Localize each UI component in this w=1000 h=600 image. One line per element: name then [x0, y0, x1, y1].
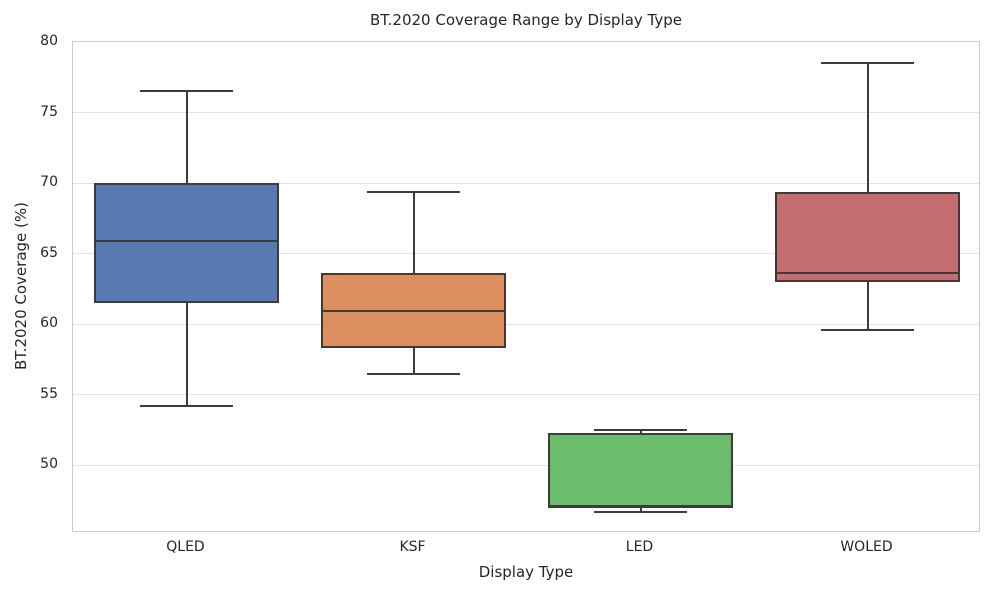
gridline-70 [73, 182, 979, 184]
cap-upper-WOLED [821, 62, 914, 65]
cap-upper-QLED [140, 90, 233, 93]
whisker-lower-LED [639, 507, 642, 512]
y-tick-label-65: 65 [40, 244, 58, 261]
x-tick-label-KSF: KSF [399, 539, 426, 555]
box-WOLED [775, 191, 960, 282]
cap-lower-LED [594, 510, 687, 513]
cap-lower-KSF [367, 372, 460, 375]
gridline-50 [73, 464, 979, 466]
y-axis-label: BT.2020 Coverage (%) [12, 202, 30, 370]
y-tick-label-60: 60 [40, 315, 58, 332]
cap-lower-QLED [140, 405, 233, 408]
y-tick-label-80: 80 [40, 33, 58, 49]
median-QLED [94, 239, 279, 242]
whisker-lower-WOLED [866, 281, 869, 330]
gridline-65 [73, 253, 979, 255]
whisker-lower-KSF [412, 348, 415, 374]
plot-area [72, 41, 980, 532]
cap-upper-LED [594, 429, 687, 431]
median-WOLED [775, 272, 960, 275]
cap-lower-WOLED [821, 328, 914, 331]
chart-title: BT.2020 Coverage Range by Display Type [369, 11, 682, 29]
x-axis-label: Display Type [478, 563, 574, 581]
y-tick-label-50: 50 [40, 456, 58, 473]
whisker-upper-WOLED [866, 63, 869, 192]
y-tick-label-70: 70 [40, 174, 58, 191]
whisker-upper-LED [639, 430, 642, 433]
whisker-upper-KSF [412, 191, 415, 274]
x-tick-label-LED: LED [625, 539, 654, 555]
whisker-lower-QLED [185, 303, 188, 406]
gridline-75 [73, 112, 979, 114]
median-KSF [321, 310, 506, 313]
y-tick-label-55: 55 [40, 385, 58, 402]
whisker-upper-QLED [185, 91, 188, 184]
gridline-60 [73, 323, 979, 325]
x-tick-label-QLED: QLED [166, 539, 205, 555]
gridline-55 [73, 394, 979, 396]
box-QLED [94, 183, 279, 303]
x-tick-label-WOLED: WOLED [840, 539, 893, 555]
median-LED [548, 505, 733, 508]
box-LED [548, 432, 733, 508]
y-tick-label-75: 75 [40, 103, 58, 120]
cap-upper-KSF [367, 190, 460, 193]
